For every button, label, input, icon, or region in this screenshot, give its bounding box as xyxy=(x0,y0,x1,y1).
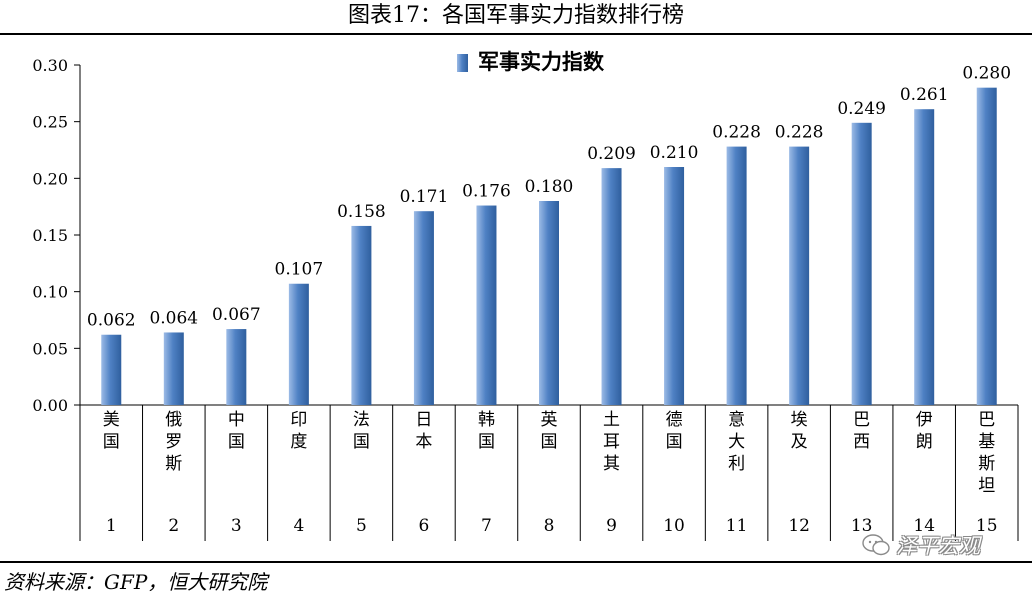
data-label: 0.210 xyxy=(650,143,699,163)
bar xyxy=(226,329,247,405)
x-category-label: 俄罗斯 xyxy=(165,410,182,474)
data-label: 0.062 xyxy=(87,311,136,331)
data-label: 0.228 xyxy=(775,123,824,143)
x-rank-label: 5 xyxy=(356,516,367,536)
data-label: 0.158 xyxy=(337,202,386,222)
x-rank-label: 11 xyxy=(726,516,748,536)
data-label: 0.180 xyxy=(525,177,574,197)
x-rank-label: 7 xyxy=(481,516,492,536)
x-category-label: 土耳其 xyxy=(603,410,620,474)
y-tick-label: 0.15 xyxy=(32,226,68,245)
bar xyxy=(726,146,747,405)
y-tick-label: 0.05 xyxy=(32,339,68,358)
data-label: 0.064 xyxy=(149,308,198,328)
bar xyxy=(914,109,935,405)
data-label: 0.067 xyxy=(212,305,261,325)
bar-chart: 0.00 0.05 0.10 0.15 0.20 0.25 0.30 美国 1 俄罗斯 2 中国 3 印度… xyxy=(32,50,1019,541)
y-tick-label: 0.25 xyxy=(32,113,68,132)
bar xyxy=(976,87,997,405)
y-tick-label: 0.10 xyxy=(32,283,68,302)
x-rank-label: 12 xyxy=(788,516,810,536)
bars: 0.062 0.064 0.067 0.107 0.158 0.171 0.176 0.180… xyxy=(87,64,1011,406)
x-category-label: 中国 xyxy=(228,410,245,452)
data-label: 0.280 xyxy=(962,64,1011,84)
watermark: 泽平宏观 xyxy=(862,530,980,560)
top-rule xyxy=(0,33,1032,35)
chart-title: 图表17：各国军事实力指数排行榜 xyxy=(348,3,684,28)
data-label: 0.107 xyxy=(275,260,324,280)
legend-swatch xyxy=(457,54,468,72)
x-category-label: 意大利 xyxy=(728,410,745,474)
data-label: 0.249 xyxy=(837,99,886,119)
legend-label: 军事实力指数 xyxy=(478,50,605,74)
x-rank-label: 3 xyxy=(231,516,242,536)
x-category-label: 巴基斯坦 xyxy=(978,410,995,496)
x-category-label: 巴西 xyxy=(853,410,870,452)
bar xyxy=(851,122,872,406)
x-category-label: 日本 xyxy=(415,410,432,452)
source-note: 资料来源：GFP，恒大研究院 xyxy=(4,570,268,594)
x-rank-label: 8 xyxy=(544,516,555,536)
x-category-label: 印度 xyxy=(290,410,307,452)
bottom-rule xyxy=(0,561,1032,563)
bar xyxy=(539,201,559,405)
axes: 0.00 0.05 0.10 0.15 0.20 0.25 0.30 美国 1 俄罗斯 2 中国 3 印度… xyxy=(32,56,1019,541)
bar xyxy=(351,225,372,405)
x-rank-label: 14 xyxy=(913,516,935,536)
data-label: 0.209 xyxy=(587,144,636,164)
bar xyxy=(601,168,622,405)
y-tick-label: 0.00 xyxy=(32,396,68,415)
bar xyxy=(789,146,810,405)
x-category-label: 埃及 xyxy=(791,410,808,452)
wechat-icon xyxy=(862,534,890,556)
x-category-label: 英国 xyxy=(541,410,558,452)
y-tick-label: 0.20 xyxy=(32,169,68,188)
x-category-label: 美国 xyxy=(103,410,120,452)
bar xyxy=(476,205,497,405)
x-rank-label: 6 xyxy=(419,516,430,536)
bar xyxy=(413,211,434,405)
x-rank-label: 2 xyxy=(168,516,179,536)
x-rank-label: 10 xyxy=(663,516,685,536)
x-category-label: 德国 xyxy=(666,410,683,452)
x-rank-label: 9 xyxy=(606,516,617,536)
legend: 军事实力指数 xyxy=(457,50,605,74)
x-rank-label: 1 xyxy=(106,516,117,536)
bar xyxy=(101,334,122,405)
x-rank-label: 15 xyxy=(976,516,998,536)
bar xyxy=(664,167,685,405)
x-category-label: 法国 xyxy=(353,410,370,452)
watermark-text: 泽平宏观 xyxy=(896,534,980,558)
x-rank-label: 4 xyxy=(293,516,304,536)
x-rank-label: 13 xyxy=(851,516,873,536)
data-label: 0.176 xyxy=(462,182,511,202)
bar xyxy=(163,332,184,405)
data-label: 0.171 xyxy=(400,187,449,207)
data-label: 0.228 xyxy=(712,123,761,143)
x-category-label: 伊朗 xyxy=(916,410,933,452)
data-label: 0.261 xyxy=(900,85,949,105)
bar xyxy=(288,283,309,405)
y-tick-label: 0.30 xyxy=(32,56,68,75)
x-category-label: 韩国 xyxy=(478,410,495,452)
